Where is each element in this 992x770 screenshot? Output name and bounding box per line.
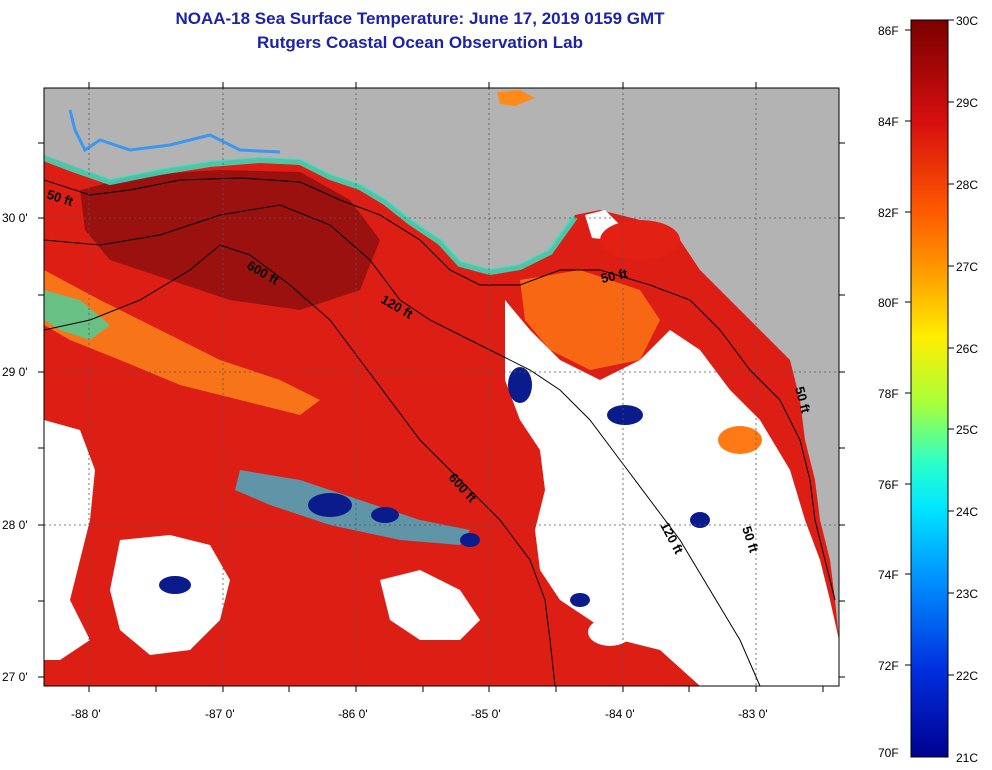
colorbar-f-label: 70F: [878, 746, 899, 760]
cold-patch: [371, 507, 399, 523]
warm-patch: [600, 220, 680, 260]
inland-warm-patch: [497, 90, 535, 106]
colorbar-c-label: 25C: [956, 423, 978, 437]
lat-ticks: [38, 142, 845, 678]
colorbar-ticks: [905, 19, 954, 676]
cold-patch: [159, 576, 191, 594]
map-title: NOAA-18 Sea Surface Temperature: June 17…: [175, 9, 665, 28]
colorbar-c-label: 29C: [956, 96, 978, 110]
warm-core: [80, 170, 380, 310]
depth-contour-120ft: [44, 204, 761, 686]
depth-contour-600ft: [44, 244, 556, 686]
coastal-shelf-band: [68, 109, 281, 154]
cloud-patch: [720, 450, 780, 490]
colorbar-c-label: 28C: [956, 178, 978, 192]
cold-patch: [690, 512, 710, 528]
cold-patch: [460, 533, 480, 547]
colorbar-c-label: 24C: [956, 505, 978, 519]
colorbar-f-label: 86F: [878, 24, 899, 38]
cold-patch: [607, 405, 643, 425]
colorbar: [910, 19, 949, 758]
cloud-patch-south: [110, 535, 230, 655]
frontal-band: [44, 270, 320, 415]
cool-band-south: [235, 470, 470, 545]
lon-label: -83 0': [738, 707, 768, 721]
coastal-shelf-band: [44, 155, 578, 276]
map-subtitle: Rutgers Coastal Ocean Observation Lab: [257, 33, 583, 52]
map-frame: [43, 87, 840, 687]
cold-patch: [508, 367, 532, 403]
orange-shelf-patch: [520, 270, 660, 370]
lat-label: 27 0': [2, 670, 28, 684]
colorbar-f-label: 76F: [878, 478, 899, 492]
lon-label: -86 0': [338, 707, 368, 721]
contour-label: 50 ft: [792, 385, 814, 415]
lon-label: -85 0': [471, 707, 501, 721]
cloud-patch: [588, 618, 632, 646]
colorbar-f-label: 74F: [878, 568, 899, 582]
lon-label: -87 0': [205, 707, 235, 721]
colorbar-f-label: 78F: [878, 387, 899, 401]
lat-label: 30 0': [2, 211, 28, 225]
colorbar-c-label: 30C: [956, 14, 978, 28]
lat-label: 29 0': [2, 365, 28, 379]
colorbar-f-label: 72F: [878, 659, 899, 673]
colorbar-c-label: 27C: [956, 260, 978, 274]
cloud-patch-central: [380, 570, 480, 640]
depth-contour-50ft: [44, 177, 836, 601]
colorbar-c-label: 22C: [956, 669, 978, 683]
cold-patch: [570, 593, 590, 607]
warm-patch: [718, 426, 762, 454]
lon-ticks: [88, 82, 824, 692]
lon-label: -84 0': [605, 707, 635, 721]
cloud-patch-east: [505, 300, 839, 686]
cold-patch: [308, 493, 352, 517]
colorbar-f-label: 84F: [878, 115, 899, 129]
cloud-patch-southwest: [44, 420, 95, 660]
lat-label: 28 0': [2, 518, 28, 532]
colorbar-c-label: 23C: [956, 587, 978, 601]
contour-label: 50 ft: [600, 266, 630, 286]
cool-band: [44, 290, 110, 340]
colorbar-c-label: 21C: [956, 751, 978, 765]
colorbar-f-label: 80F: [878, 296, 899, 310]
colorbar-f-label: 82F: [878, 206, 899, 220]
colorbar-c-label: 26C: [956, 342, 978, 356]
lon-label: -88 0': [71, 707, 101, 721]
